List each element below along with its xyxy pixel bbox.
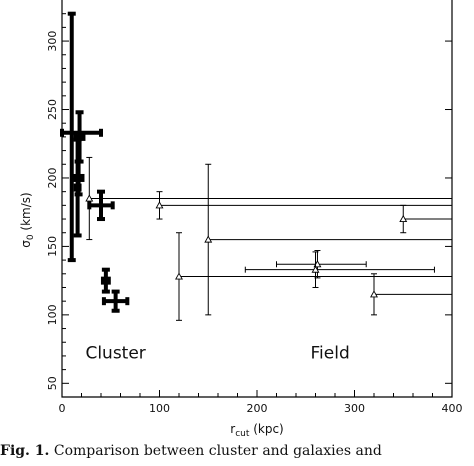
figure-caption: Fig. 1. Comparison between cluster and g…: [0, 443, 474, 466]
y-tick-label: 250: [46, 99, 59, 120]
triangle-marker: [155, 201, 164, 209]
cluster-point: [73, 137, 82, 238]
y-tick-label: 100: [46, 304, 59, 325]
caption-text: Comparison between cluster and galaxies …: [49, 443, 382, 459]
x-axis-title: rcut (kpc): [230, 422, 283, 439]
region-label-cluster: Cluster: [85, 344, 145, 364]
cluster-point: [87, 189, 115, 222]
field-point: [399, 204, 452, 234]
region-label-field: Field: [311, 344, 350, 364]
triangle-marker: [85, 194, 94, 202]
scatter-chart: 0 100 200 300 400 50 100 150 200 250 300 rcut (kpc)…: [19, 0, 463, 439]
x-tick-label: 200: [247, 402, 268, 415]
field-point: [244, 251, 435, 288]
x-tick-label: 0: [59, 402, 66, 415]
field-point: [204, 163, 452, 316]
cluster-point: [101, 289, 130, 313]
y-tick-label: 150: [46, 236, 59, 257]
field-point: [155, 191, 452, 220]
y-tick-label: 50: [46, 376, 59, 390]
triangle-marker: [399, 214, 408, 223]
data-points: [60, 11, 452, 321]
x-tick-label: 400: [442, 402, 463, 415]
triangle-marker: [311, 265, 320, 273]
x-tick-label: 300: [344, 402, 365, 415]
labels: 0 100 200 300 400 50 100 150 200 250 300 rcut (kpc)…: [19, 31, 463, 439]
field-point: [175, 232, 452, 321]
cluster-point: [67, 11, 76, 263]
caption-label: Fig. 1.: [0, 443, 50, 459]
y-axis-title: σ0 (km/s): [19, 192, 36, 247]
x-tick-label: 100: [149, 402, 170, 415]
y-tick-label: 200: [46, 167, 59, 188]
triangle-marker: [370, 290, 378, 298]
field-point: [276, 250, 367, 279]
field-point: [370, 273, 452, 316]
triangle-marker: [175, 272, 183, 280]
triangle-marker: [204, 235, 213, 243]
y-tick-label: 300: [46, 31, 59, 52]
field-point: [85, 156, 452, 241]
cluster-point: [100, 267, 111, 294]
